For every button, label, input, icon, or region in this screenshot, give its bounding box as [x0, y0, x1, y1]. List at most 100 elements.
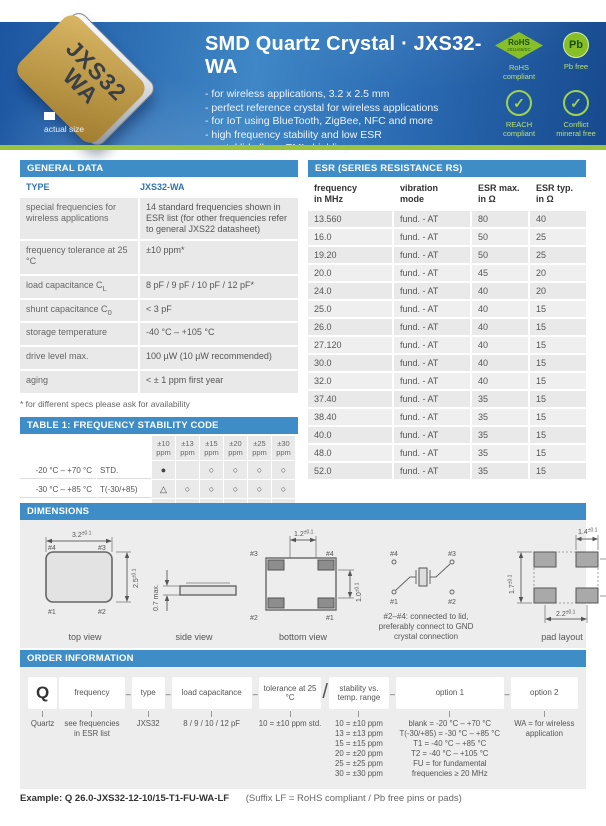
- esr-typ: 15: [530, 301, 586, 317]
- esr-row: 27.120 fund. - AT 40 15: [308, 337, 586, 353]
- esr-typ: 20: [530, 265, 586, 281]
- order-col-frequency: frequency see frequencies in ESR list: [59, 677, 125, 779]
- esr-typ: 25: [530, 229, 586, 245]
- esr-mode: fund. - AT: [394, 301, 470, 317]
- pin-label: #3: [250, 551, 258, 558]
- bottom-view-block: 1.2±0.1 1.0±0.1 #3 #4 #2 #1 bottom view: [242, 526, 364, 643]
- rohs-icon: RoHS 2011/65/EC: [495, 32, 543, 59]
- esr-header: ESR (SERIES RESISTANCE RS): [308, 160, 586, 177]
- order-box-stability: stability vs. temp. range: [328, 677, 390, 709]
- general-data-footnote: * for different specs please ask for ava…: [20, 398, 190, 409]
- pin-label: #4: [48, 545, 56, 552]
- dim-height: 2.5±0.1: [132, 568, 141, 588]
- order-col-tolerance: tolerance at 25 °C 10 = ±10 ppm std.: [258, 677, 322, 779]
- stability-row: -20 °C – +70 °C STD. ● ○ ○ ○ ○: [20, 460, 298, 479]
- side-view-drawing: 0.7 max.: [153, 570, 237, 611]
- esr-col-header: frequency in MHz: [314, 183, 358, 204]
- order-box-tolerance: tolerance at 25 °C: [258, 677, 322, 709]
- side-view-block: 0.7 max. side view: [146, 526, 242, 642]
- pin-label: #3: [448, 551, 456, 558]
- esr-row: 52.0 fund. - AT 35 15: [308, 463, 586, 479]
- pin-label: #1: [48, 609, 56, 616]
- esr-row: 13.560 fund. - AT 80 40: [308, 211, 586, 227]
- esr-typ: 15: [530, 409, 586, 425]
- esr-mode: fund. - AT: [394, 283, 470, 299]
- esr-row: 19.20 fund. - AT 50 25: [308, 247, 586, 263]
- esr-mode: fund. - AT: [394, 463, 470, 479]
- esr-max: 35: [472, 391, 528, 407]
- esr-row: 30.0 fund. - AT 40 15: [308, 355, 586, 371]
- esr-typ: 15: [530, 427, 586, 443]
- esr-max: 40: [472, 319, 528, 335]
- esr-frequency: 20.0: [308, 265, 392, 281]
- esr-max: 50: [472, 247, 528, 263]
- esr-max: 35: [472, 409, 528, 425]
- esr-frequency: 19.20: [308, 247, 392, 263]
- esr-col-header: ESR max. in Ω: [478, 183, 520, 204]
- stability-row: -30 °C – +85 °C T(-30/+85) △ ○ ○ ○ ○ ○: [20, 479, 298, 498]
- esr-frequency: 37.40: [308, 391, 392, 407]
- esr-column-headers: frequency in MHz vibration mode ESR max. in…: [308, 178, 586, 209]
- esr-mode: fund. - AT: [394, 229, 470, 245]
- esr-mode: fund. - AT: [394, 409, 470, 425]
- reach-label: REACH compliant: [502, 120, 536, 138]
- order-col-type: type JXS32: [131, 677, 165, 779]
- actual-size-label: actual size: [44, 124, 85, 134]
- esr-mode: fund. - AT: [394, 445, 470, 461]
- stability-column-headers: ±10 ppm ±13 ppm ±15 ppm ±20 ppm ±25 ppm ±30 pp…: [20, 435, 298, 460]
- esr-typ: 15: [530, 319, 586, 335]
- general-data-row: load capacitance CL 8 pF / 9 pF / 10 pF …: [20, 275, 298, 298]
- stability-col-header: ±20 ppm: [224, 435, 247, 460]
- crystal-symbol-drawing: #4 #3 #1 #2: [390, 551, 456, 606]
- esr-max: 80: [472, 211, 528, 227]
- green-divider: [0, 145, 606, 150]
- esr-typ: 15: [530, 355, 586, 371]
- dim-height: 1.0±0.1: [355, 582, 364, 602]
- side-view-caption: side view: [175, 632, 213, 642]
- esr-table: 13.560 fund. - AT 80 40 16.0 fund. - AT …: [308, 211, 586, 479]
- pin-label: #1: [326, 615, 334, 622]
- esr-frequency: 16.0: [308, 229, 392, 245]
- order-col-quartz: Q Quartz: [28, 677, 58, 779]
- top-view-caption: top view: [68, 632, 102, 642]
- general-data-row: aging < ± 1 ppm first year: [20, 370, 298, 393]
- stability-col-header: ±13 ppm: [176, 435, 199, 460]
- esr-max: 45: [472, 265, 528, 281]
- top-view-block: 3.2±0.1 2.5±0.1 #4 #3 #1 #2 top view: [24, 526, 146, 642]
- esr-max: 35: [472, 445, 528, 461]
- general-data-row: storage temperature -40 °C – +105 °C: [20, 323, 298, 346]
- esr-typ: 15: [530, 337, 586, 353]
- esr-max: 40: [472, 373, 528, 389]
- esr-row: 26.0 fund. - AT 40 15: [308, 319, 586, 335]
- order-col-stability: stability vs. temp. range 10 = ±10 ppm 13…: [328, 677, 390, 779]
- order-example: Example: Q 26.0-JXS32-12-10/15-T1-FU-WA-…: [20, 793, 586, 804]
- esr-row: 24.0 fund. - AT 40 20: [308, 283, 586, 299]
- actual-size-marker: actual size: [44, 112, 84, 134]
- esr-col-header: ESR typ. in Ω: [536, 183, 574, 204]
- esr-mode: fund. - AT: [394, 211, 470, 227]
- esr-typ: 15: [530, 463, 586, 479]
- esr-max: 40: [472, 301, 528, 317]
- feature-bullet: - for IoT using BlueTooth, ZigBee, NFC a…: [205, 115, 433, 127]
- order-example-note: (Suffix LF = RoHS compliant / Pb free pi…: [245, 793, 462, 804]
- esr-frequency: 48.0: [308, 445, 392, 461]
- dim-pad-width: 1.4±0.1: [578, 528, 598, 537]
- esr-typ: 25: [530, 247, 586, 263]
- pin-label: #1: [390, 599, 398, 606]
- dimensions-header: DIMENSIONS: [20, 503, 586, 520]
- pbfree-badge: Pb Pb free: [563, 32, 589, 81]
- order-box-type: type: [131, 677, 165, 709]
- esr-frequency: 26.0: [308, 319, 392, 335]
- esr-typ: 15: [530, 445, 586, 461]
- esr-section: ESR (SERIES RESISTANCE RS) frequency in M…: [308, 160, 586, 550]
- dim-width: 3.2±0.1: [72, 531, 92, 540]
- esr-typ: 15: [530, 391, 586, 407]
- header-banner: JXS32 WA actual size SMD Quartz Crystal …: [0, 8, 606, 154]
- general-data-row: frequency tolerance at 25 °C ±10 ppm*: [20, 241, 298, 274]
- feature-bullet: - perfect reference crystal for wireless…: [205, 101, 439, 114]
- conflict-badge: ✓ Conflict mineral free: [551, 90, 601, 138]
- type-row: TYPE JXS32-WA: [20, 177, 298, 196]
- esr-typ: 20: [530, 283, 586, 299]
- actual-size-square: [44, 112, 55, 120]
- order-box-option2: option 2: [510, 677, 578, 709]
